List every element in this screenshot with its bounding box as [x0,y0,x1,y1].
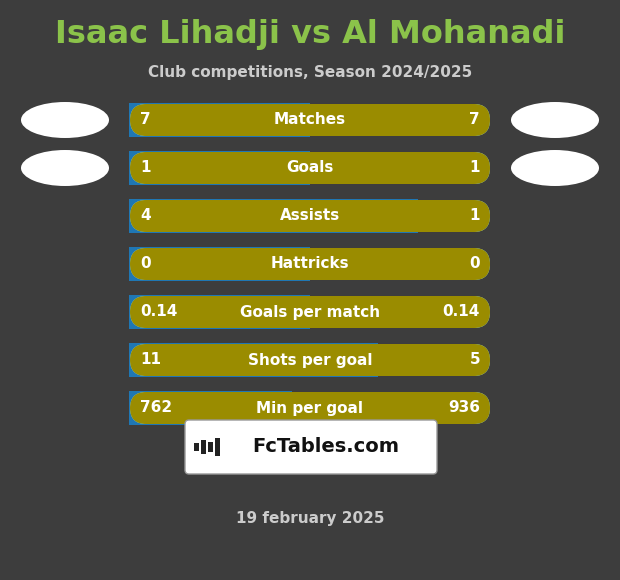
Text: Goals: Goals [286,161,334,176]
Bar [208,442,213,452]
Text: 11: 11 [140,353,161,368]
FancyBboxPatch shape [130,392,490,424]
Text: Shots per goal: Shots per goal [248,353,372,368]
Text: Hattricks: Hattricks [271,256,349,271]
Text: 0.14: 0.14 [140,304,177,320]
Text: 19 february 2025: 19 february 2025 [236,510,384,525]
FancyBboxPatch shape [130,344,490,376]
FancyBboxPatch shape [130,200,490,232]
Text: 0: 0 [469,256,480,271]
Text: Goals per match: Goals per match [240,304,380,320]
Text: 7: 7 [469,113,480,128]
Text: 1: 1 [140,161,151,176]
Text: Club competitions, Season 2024/2025: Club competitions, Season 2024/2025 [148,64,472,79]
Bar [129,103,310,137]
Text: Isaac Lihadji vs Al Mohanadi: Isaac Lihadji vs Al Mohanadi [55,20,565,50]
Text: 7: 7 [140,113,151,128]
Ellipse shape [511,150,599,186]
Text: Min per goal: Min per goal [257,401,363,415]
FancyBboxPatch shape [130,296,490,328]
Ellipse shape [21,150,109,186]
FancyBboxPatch shape [130,344,490,376]
FancyBboxPatch shape [130,248,490,280]
FancyBboxPatch shape [130,200,490,232]
Bar [129,247,310,281]
Bar [129,343,378,377]
Text: 762: 762 [140,401,172,415]
Bar [215,438,220,456]
Text: Matches: Matches [274,113,346,128]
FancyBboxPatch shape [185,420,437,474]
Text: 0: 0 [140,256,151,271]
Bar [201,440,206,454]
Ellipse shape [511,102,599,138]
FancyBboxPatch shape [130,104,490,136]
Bar [129,295,310,329]
FancyBboxPatch shape [130,104,490,136]
Bar [194,443,199,451]
Text: 1: 1 [469,161,480,176]
Text: 1: 1 [469,208,480,223]
FancyBboxPatch shape [130,152,490,184]
Ellipse shape [21,102,109,138]
Text: 936: 936 [448,401,480,415]
FancyBboxPatch shape [130,152,490,184]
Bar [129,391,291,425]
Text: Assists: Assists [280,208,340,223]
FancyBboxPatch shape [130,248,490,280]
FancyBboxPatch shape [130,296,490,328]
Text: 4: 4 [140,208,151,223]
FancyBboxPatch shape [130,392,490,424]
Text: 0.14: 0.14 [443,304,480,320]
Text: FcTables.com: FcTables.com [252,437,399,456]
Bar [129,151,310,185]
Text: 5: 5 [469,353,480,368]
Bar [129,199,418,233]
